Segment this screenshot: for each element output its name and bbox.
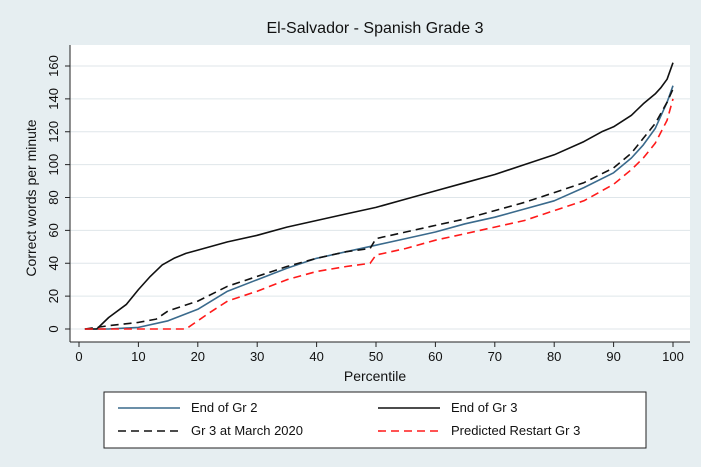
- x-tick-label: 100: [662, 349, 684, 364]
- x-tick-label: 20: [191, 349, 205, 364]
- series-layer: [84, 62, 674, 330]
- legend-label-2: End of Gr 3: [451, 400, 517, 415]
- plot-area: [70, 45, 690, 342]
- series-line-2: [84, 62, 674, 330]
- y-tick-label: 20: [46, 289, 61, 303]
- x-tick-label: 70: [488, 349, 502, 364]
- legend-label-1: End of Gr 2: [191, 400, 257, 415]
- x-tick-label: 10: [131, 349, 145, 364]
- x-tick-label: 50: [369, 349, 383, 364]
- y-tick-label: 40: [46, 256, 61, 270]
- y-tick-label: 120: [46, 121, 61, 143]
- y-tick-label: 160: [46, 55, 61, 77]
- x-tick-label: 0: [75, 349, 82, 364]
- y-tick-label: 0: [46, 325, 61, 332]
- x-tick-label: 40: [309, 349, 323, 364]
- grid-layer: [70, 65, 690, 330]
- y-tick-label: 100: [46, 154, 61, 176]
- x-tick-label: 30: [250, 349, 264, 364]
- x-tick-label: 80: [547, 349, 561, 364]
- y-tick-label: 80: [46, 190, 61, 204]
- legend-label-3: Gr 3 at March 2020: [191, 423, 303, 438]
- legend-box: [103, 391, 647, 449]
- series-line-3: [84, 88, 674, 330]
- axis-layer: 0 20 40 60 80 100 120 140 160 0 10 20 30 40 50 60 70 80 90…: [46, 45, 690, 364]
- legend-items: End of Gr 2 End of Gr 3 Gr 3 at March 2020…: [118, 400, 580, 438]
- y-tick-label: 60: [46, 223, 61, 237]
- x-tick-label: 90: [606, 349, 620, 364]
- y-axis-title: Correct words per minute: [23, 119, 39, 276]
- x-tick-label: 60: [428, 349, 442, 364]
- y-tick-label: 140: [46, 88, 61, 110]
- series-line-4: [84, 98, 674, 330]
- legend: End of Gr 2 End of Gr 3 Gr 3 at March 2020…: [103, 391, 647, 449]
- legend-label-4: Predicted Restart Gr 3: [451, 423, 580, 438]
- x-axis-title: Percentile: [344, 368, 406, 384]
- series-line-1: [84, 85, 674, 330]
- chart-title: El-Salvador - Spanish Grade 3: [267, 20, 484, 37]
